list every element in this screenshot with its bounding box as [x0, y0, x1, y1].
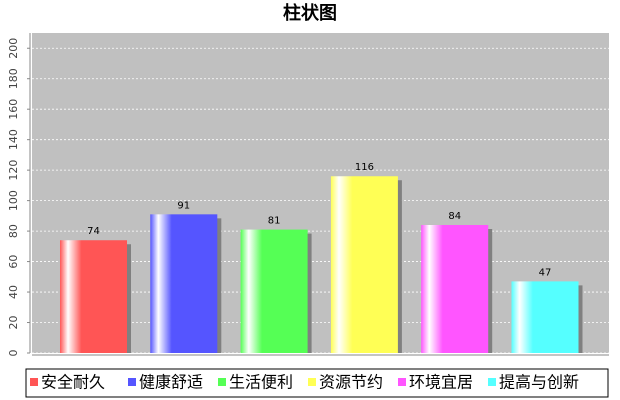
value-label: 91	[177, 200, 190, 211]
legend-swatch	[308, 378, 316, 386]
legend-swatch	[398, 378, 406, 386]
y-tick-label: 80	[7, 224, 20, 238]
legend-swatch	[488, 378, 496, 386]
y-tick-label: 160	[7, 99, 20, 120]
legend-label: 资源节约	[319, 373, 383, 392]
legend-swatch	[128, 378, 136, 386]
value-label: 116	[355, 162, 374, 173]
legend-label: 安全耐久	[41, 373, 105, 392]
y-tick-label: 0	[7, 350, 20, 357]
y-tick-label: 20	[7, 316, 20, 330]
value-label: 84	[448, 211, 461, 222]
y-tick-label: 120	[7, 160, 20, 181]
y-tick-label: 40	[7, 285, 20, 299]
value-label: 47	[539, 267, 552, 278]
bar	[330, 176, 398, 353]
bar	[60, 240, 127, 353]
legend-swatch	[218, 378, 226, 386]
legend	[25, 368, 609, 398]
value-label: 74	[87, 226, 100, 237]
value-label: 81	[268, 216, 281, 227]
legend-label: 生活便利	[229, 373, 293, 392]
bar	[150, 214, 218, 353]
legend-label: 健康舒适	[139, 373, 203, 392]
bar	[511, 281, 579, 353]
legend-label: 提高与创新	[499, 373, 579, 392]
chart-title: 柱状图	[283, 2, 337, 24]
legend-label: 环境宜居	[409, 373, 473, 392]
y-tick-label: 60	[7, 255, 20, 269]
y-tick-label: 200	[7, 38, 20, 59]
bar	[240, 229, 308, 353]
bar	[421, 225, 489, 353]
y-tick-label: 100	[7, 190, 20, 211]
legend-swatch	[30, 378, 38, 386]
y-tick-label: 180	[7, 68, 20, 89]
y-tick-label: 140	[7, 129, 20, 150]
